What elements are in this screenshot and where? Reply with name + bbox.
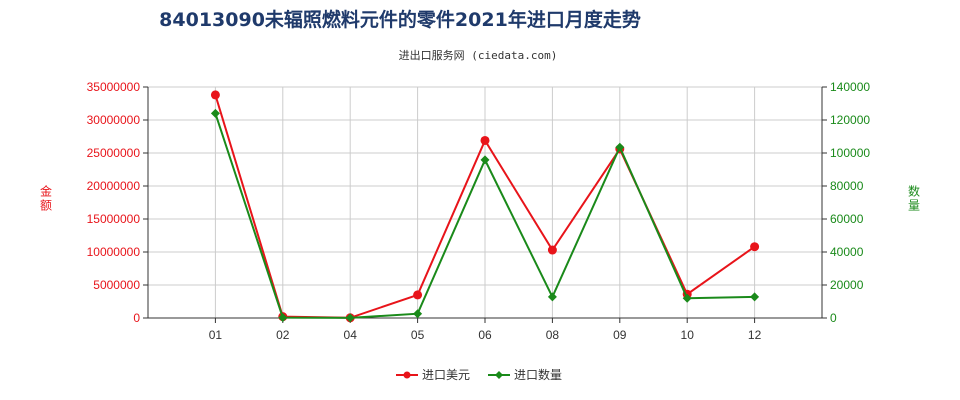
left-tick-label: 35000000 — [87, 80, 141, 94]
legend-marker-diamond — [495, 371, 503, 379]
legend-marker-circle — [403, 371, 411, 379]
left-axis-title: 金额 — [40, 184, 52, 213]
x-tick-label: 06 — [478, 328, 492, 342]
left-tick-label: 15000000 — [87, 212, 141, 226]
x-tick-label: 08 — [546, 328, 560, 342]
left-tick-label: 20000000 — [87, 179, 141, 193]
legend-label: 进口美元 — [422, 368, 470, 382]
x-tick-label: 01 — [209, 328, 223, 342]
series — [210, 90, 760, 323]
right-tick-label: 80000 — [830, 179, 864, 193]
data-point-circle — [480, 135, 490, 145]
legend-item-value[interactable]: 进口美元 — [396, 368, 470, 382]
left-tick-label: 10000000 — [87, 245, 141, 259]
data-point-diamond — [480, 155, 490, 165]
right-tick-label: 60000 — [830, 212, 864, 226]
data-point-diamond — [547, 292, 557, 302]
left-tick-label: 5000000 — [93, 278, 140, 292]
data-point-diamond — [210, 108, 220, 118]
data-point-diamond — [750, 292, 760, 302]
x-tick-label: 10 — [681, 328, 695, 342]
right-tick-label: 100000 — [830, 146, 870, 160]
data-point-diamond — [345, 313, 355, 323]
legend[interactable]: 进口美元 进口数量 — [396, 367, 562, 382]
x-tick-label: 09 — [613, 328, 627, 342]
right-tick-label: 140000 — [830, 80, 870, 94]
chart-subtitle: 进出口服务网 (ciedata.com) — [399, 48, 558, 62]
chart-title: 84013090未辐照燃料元件的零件2021年进口月度走势 — [159, 8, 641, 31]
data-point-diamond — [278, 313, 288, 323]
data-point-circle — [547, 245, 557, 255]
right-tick-label: 40000 — [830, 245, 864, 259]
legend-item-quantity[interactable]: 进口数量 — [488, 367, 562, 382]
legend-label: 进口数量 — [514, 367, 562, 382]
right-tick-label: 120000 — [830, 113, 870, 127]
x-tick-label: 05 — [411, 328, 425, 342]
right-tick-label: 20000 — [830, 278, 864, 292]
left-tick-label: 0 — [133, 311, 140, 325]
data-point-circle — [413, 290, 423, 300]
x-tick-label: 12 — [748, 328, 762, 342]
right-axis-title: 数量 — [908, 184, 920, 213]
x-tick-label: 04 — [344, 328, 358, 342]
data-point-circle — [750, 242, 760, 252]
left-tick-label: 30000000 — [87, 113, 141, 127]
x-tick-label: 02 — [276, 328, 290, 342]
right-tick-label: 0 — [830, 311, 837, 325]
left-tick-label: 25000000 — [87, 146, 141, 160]
data-point-diamond — [615, 142, 625, 152]
data-point-circle — [210, 90, 220, 100]
data-point-diamond — [413, 309, 423, 319]
data-point-diamond — [682, 293, 692, 303]
